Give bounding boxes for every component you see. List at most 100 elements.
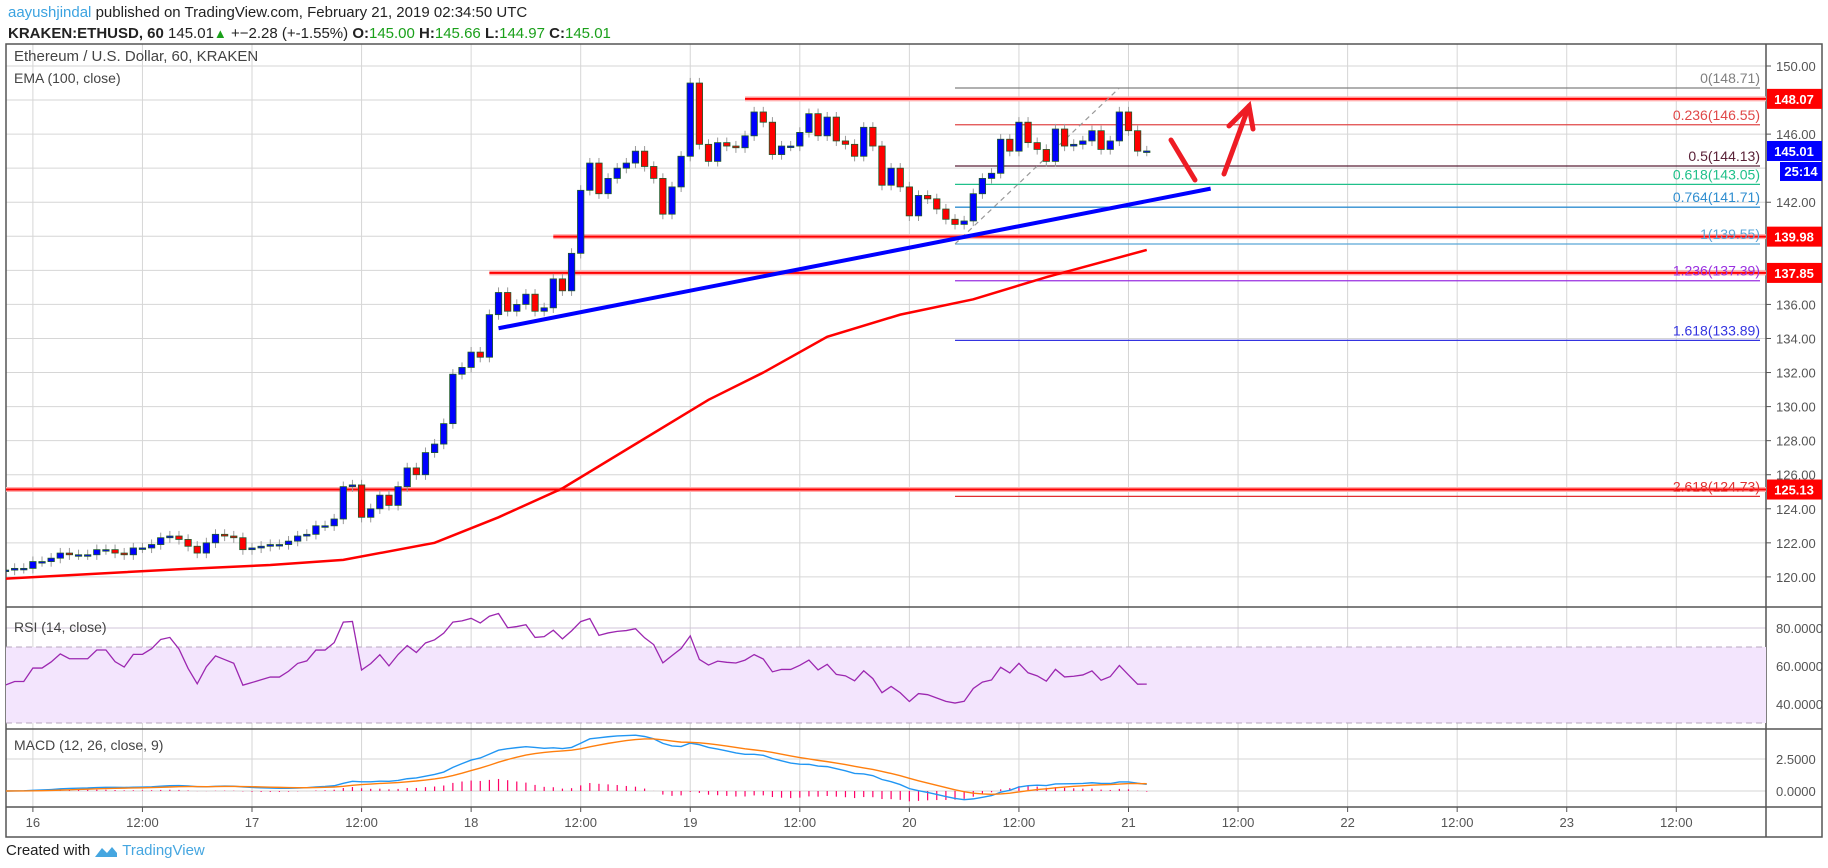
candle xyxy=(20,567,28,571)
level-price-tag xyxy=(1767,479,1822,500)
candle xyxy=(56,552,64,559)
author-link[interactable]: aayushjindal xyxy=(8,4,92,21)
fib-level-label: 0.618(143.05) xyxy=(1673,166,1760,182)
candle xyxy=(47,557,55,562)
fib-level-label: 2.618(124.73) xyxy=(1673,478,1760,494)
candle xyxy=(476,351,484,358)
candle xyxy=(978,177,987,195)
candle xyxy=(741,135,749,149)
rsi-legend: RSI (14, close) xyxy=(14,619,107,635)
candle xyxy=(549,278,557,309)
price-axis[interactable]: 150.00 146.00 142.00 136.00 134.00 132.00 130.… xyxy=(1766,59,1823,799)
macd-axis-label: 2.5000 xyxy=(1776,752,1816,767)
candle xyxy=(93,549,101,556)
candle xyxy=(622,162,630,169)
low-value: 144.97 xyxy=(499,25,545,42)
candle xyxy=(266,544,274,547)
time-label: 12:00 xyxy=(1003,815,1036,830)
level-price-text: 139.98 xyxy=(1774,230,1814,245)
candle xyxy=(467,351,475,368)
candle xyxy=(102,549,110,552)
arrow-head-icon xyxy=(1226,100,1256,132)
candle xyxy=(29,561,37,569)
candle xyxy=(129,547,137,556)
tradingview-link[interactable]: TradingView xyxy=(122,842,205,859)
time-label: 12:00 xyxy=(1222,815,1255,830)
candle xyxy=(695,82,703,145)
high-label: H: xyxy=(419,25,435,42)
candle xyxy=(540,307,548,312)
candle xyxy=(850,143,859,157)
candle xyxy=(750,111,758,137)
countdown-text: 25:14 xyxy=(1784,164,1818,179)
grid xyxy=(6,44,1766,807)
candle xyxy=(175,535,183,540)
candle xyxy=(230,535,238,539)
support-trendline[interactable] xyxy=(498,186,1212,331)
tradingview-cloud-icon xyxy=(95,846,118,857)
publish-info: aayushjindal published on TradingView.co… xyxy=(8,4,527,21)
ema-100-line xyxy=(6,248,1148,580)
candle xyxy=(1134,130,1142,152)
candle xyxy=(11,567,19,571)
fib-level-label: 1(139.55) xyxy=(1700,226,1760,242)
price-label: 124.00 xyxy=(1776,502,1816,517)
symbol-label: KRAKEN:ETHUSD, 60 xyxy=(8,25,164,42)
candle xyxy=(577,189,585,254)
candle xyxy=(668,186,676,215)
candle xyxy=(330,518,338,527)
candle xyxy=(157,537,165,545)
time-label: 12:00 xyxy=(1660,815,1693,830)
candle xyxy=(924,195,932,200)
macd-series xyxy=(6,734,1147,801)
low-label: L: xyxy=(484,25,500,42)
candle xyxy=(38,561,46,564)
price-label: 130.00 xyxy=(1776,400,1816,415)
candle xyxy=(312,525,320,535)
fibonacci-retracement[interactable]: 0(148.71) 0.236(146.55) 0.5(144.13) 0.618(1… xyxy=(954,70,1760,497)
time-axis[interactable]: 16 12:00 17 12:00 18 12:00 19 12:00 20 12:00 21 12:… xyxy=(26,807,1693,830)
level-price-tag xyxy=(1767,226,1822,247)
candle xyxy=(987,172,996,179)
candle xyxy=(1088,130,1096,142)
trendline[interactable] xyxy=(498,186,1212,331)
projection-arrows[interactable] xyxy=(1168,100,1256,183)
candle xyxy=(768,121,777,155)
candle xyxy=(832,116,840,142)
candle xyxy=(686,82,694,157)
candle xyxy=(595,162,603,195)
price-label: 146.00 xyxy=(1776,127,1816,142)
fib-level-label: 0.5(144.13) xyxy=(1688,148,1760,164)
candle xyxy=(659,177,667,215)
candle xyxy=(522,293,530,305)
candle xyxy=(823,116,831,137)
candle xyxy=(367,508,375,518)
price-change: +−2.28 (+-1.55%) xyxy=(230,25,349,42)
candle xyxy=(1015,121,1023,152)
rsi-band xyxy=(6,646,1766,724)
candle xyxy=(431,443,439,453)
ema-line xyxy=(6,248,1148,580)
candle xyxy=(860,126,868,157)
created-with-text: Created with xyxy=(6,842,91,859)
signal-series xyxy=(6,738,1147,796)
candle xyxy=(485,314,493,358)
candle xyxy=(275,544,284,547)
level-price-tag xyxy=(1767,262,1822,283)
candle xyxy=(1143,150,1151,153)
candle xyxy=(211,533,220,544)
macd-lines xyxy=(6,734,1148,802)
open-value: 145.00 xyxy=(368,25,415,42)
fib-trend-line[interactable] xyxy=(954,87,1120,245)
candle xyxy=(1124,111,1133,132)
candle xyxy=(284,540,293,545)
candle xyxy=(1070,143,1078,147)
price-label: 120.00 xyxy=(1776,570,1816,585)
candle xyxy=(960,220,968,225)
candle xyxy=(248,547,256,551)
time-label: 22 xyxy=(1340,815,1354,830)
candles xyxy=(6,77,1151,576)
rsi-axis-label: 40.0000 xyxy=(1776,697,1823,712)
rsi-series xyxy=(6,612,1147,704)
